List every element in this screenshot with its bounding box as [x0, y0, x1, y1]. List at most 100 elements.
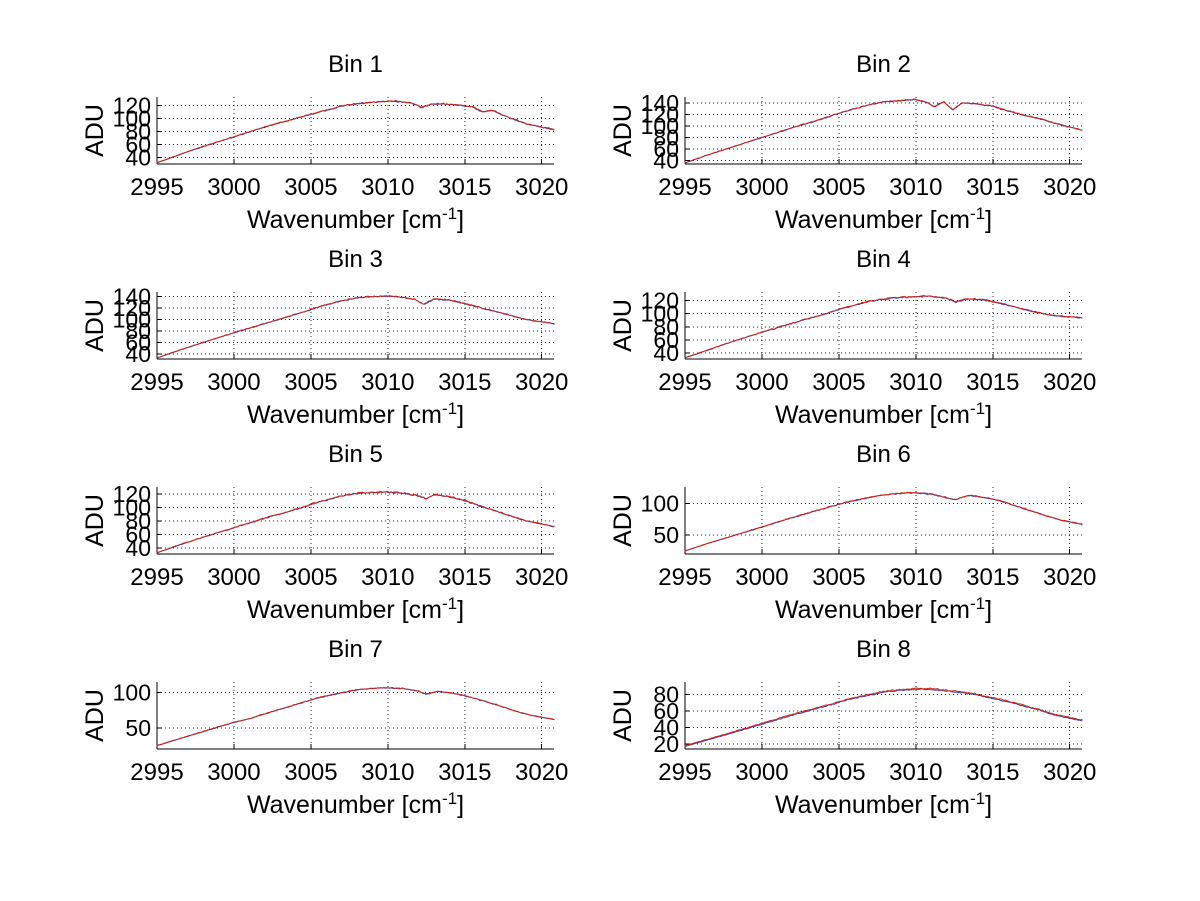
y-axis-label: ADU [609, 299, 637, 352]
spectrum-blue-trace [156, 687, 555, 747]
x-tick-label: 2995 [658, 759, 711, 786]
x-tick-label: 3020 [1043, 174, 1096, 201]
spectrum-red-trace [684, 687, 1083, 747]
y-axis-label: ADU [81, 299, 109, 352]
x-tick-label: 3000 [735, 564, 788, 591]
y-tick-label: 100 [641, 113, 679, 139]
x-axis-label: Wavenumber [cm-1] [775, 789, 992, 819]
y-tick-label: 60 [653, 327, 679, 353]
x-tick-label: 3015 [438, 564, 491, 591]
x-tick-label: 3005 [284, 564, 337, 591]
y-tick-label: 50 [125, 715, 151, 741]
x-tick-label: 3000 [207, 564, 260, 591]
y-tick-label: 120 [113, 481, 151, 507]
y-tick-label: 100 [641, 490, 679, 516]
x-axis-label: Wavenumber [cm-1] [247, 399, 464, 429]
x-tick-label: 2995 [658, 564, 711, 591]
y-tick-label: 80 [125, 508, 151, 534]
x-tick-label: 2995 [130, 759, 183, 786]
spectrum-red-trace [156, 687, 555, 747]
y-tick-label: 40 [653, 340, 679, 366]
x-tick-label: 3020 [515, 759, 568, 786]
y-tick-label: 120 [641, 101, 679, 127]
y-tick-label: 80 [125, 318, 151, 344]
x-tick-label: 3020 [515, 174, 568, 201]
subplot-title: Bin 5 [328, 441, 383, 468]
x-axis-label: Wavenumber [cm-1] [775, 399, 992, 429]
x-tick-label: 3020 [1043, 564, 1096, 591]
y-tick-label: 40 [125, 535, 151, 561]
spectrum-blue-trace [684, 688, 1083, 747]
y-axis-label: ADU [609, 494, 637, 547]
subplot-title: Bin 6 [856, 441, 911, 468]
subplot-title: Bin 4 [856, 246, 911, 273]
x-tick-label: 2995 [130, 564, 183, 591]
x-tick-label: 3010 [361, 369, 414, 396]
x-tick-label: 3015 [966, 564, 1019, 591]
x-tick-label: 3020 [515, 564, 568, 591]
x-tick-label: 3005 [284, 174, 337, 201]
y-axis-label: ADU [81, 104, 109, 157]
y-tick-label: 100 [113, 106, 151, 132]
y-tick-label: 80 [125, 119, 151, 145]
y-axis-label: ADU [609, 689, 637, 742]
y-tick-label: 40 [653, 715, 679, 741]
x-tick-label: 3000 [735, 759, 788, 786]
x-tick-label: 3015 [438, 759, 491, 786]
subplot-title: Bin 2 [856, 51, 911, 78]
x-tick-label: 3015 [438, 174, 491, 201]
x-tick-label: 3000 [207, 369, 260, 396]
x-tick-label: 3005 [812, 369, 865, 396]
subplot-title: Bin 8 [856, 636, 911, 663]
x-tick-label: 3010 [361, 564, 414, 591]
y-tick-label: 60 [653, 136, 679, 162]
x-tick-label: 3000 [735, 174, 788, 201]
x-tick-label: 3015 [966, 369, 1019, 396]
x-tick-label: 3005 [812, 174, 865, 201]
y-tick-label: 60 [125, 329, 151, 355]
y-tick-label: 60 [125, 132, 151, 158]
y-axis-label: ADU [609, 104, 637, 157]
x-tick-label: 3010 [889, 369, 942, 396]
y-tick-label: 100 [113, 307, 151, 333]
x-tick-label: 2995 [130, 174, 183, 201]
x-tick-label: 2995 [130, 369, 183, 396]
y-tick-label: 60 [125, 521, 151, 547]
spectrum-blue-trace [156, 490, 555, 554]
x-tick-label: 3010 [889, 564, 942, 591]
spectrum-blue-trace [684, 492, 1083, 552]
y-tick-label: 120 [113, 295, 151, 321]
x-tick-label: 3000 [735, 369, 788, 396]
x-tick-label: 3020 [1043, 369, 1096, 396]
x-tick-label: 3005 [284, 759, 337, 786]
y-axis-label: ADU [81, 494, 109, 547]
y-tick-label: 40 [125, 145, 151, 171]
subplot-title: Bin 3 [328, 246, 383, 273]
y-axis-label: ADU [81, 689, 109, 742]
x-tick-label: 3010 [361, 174, 414, 201]
subplot-title: Bin 1 [328, 51, 383, 78]
spectrum-red-trace [684, 492, 1083, 552]
y-tick-label: 80 [653, 124, 679, 150]
y-tick-label: 60 [653, 698, 679, 724]
y-tick-label: 120 [641, 288, 679, 314]
x-tick-label: 3005 [812, 564, 865, 591]
x-axis-label: Wavenumber [cm-1] [247, 204, 464, 234]
y-tick-label: 40 [125, 341, 151, 367]
subplot-bin-6: 50 100 2995 3000 3005 3010 3015 3020 Bin 6 ADU Wav… [609, 441, 1096, 624]
spectrum-red-trace [684, 98, 1083, 164]
x-tick-label: 2995 [658, 174, 711, 201]
spectrum-red-trace [156, 490, 555, 553]
x-tick-label: 2995 [658, 369, 711, 396]
y-tick-label: 80 [653, 681, 679, 707]
x-tick-label: 3015 [966, 174, 1019, 201]
x-tick-label: 3000 [207, 174, 260, 201]
x-tick-label: 3000 [207, 759, 260, 786]
x-axis-label: Wavenumber [cm-1] [775, 204, 992, 234]
